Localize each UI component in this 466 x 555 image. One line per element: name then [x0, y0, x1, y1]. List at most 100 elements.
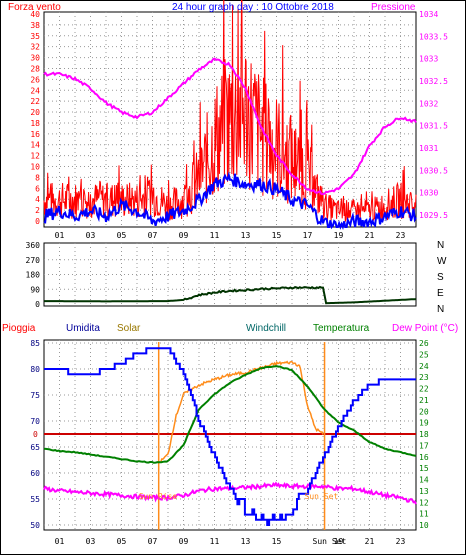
- dewpoint-label: Dew Point (°C): [392, 323, 458, 334]
- middle-left-tick-label: 0: [35, 300, 40, 309]
- top-left-tick-label: 8: [35, 173, 40, 182]
- bottom-x-tick-label: 21: [365, 537, 375, 546]
- top-left-tick-label: 38: [30, 21, 40, 30]
- bottom-x-tick-label: 13: [241, 537, 251, 546]
- top-x-tick-label: 15: [272, 231, 282, 240]
- bottom-x-tick-label: 09: [179, 537, 189, 546]
- top-right-tick-label: 1032.5: [419, 77, 448, 86]
- top-left-tick-label: 40: [30, 10, 40, 19]
- bottom-x-tick-label: 19: [334, 537, 344, 546]
- bottom-right-tick-label: 17: [419, 441, 429, 450]
- humidity-line: [44, 347, 416, 526]
- bottom-x-tick-label: 01: [55, 537, 65, 546]
- top-x-tick-label: 11: [210, 231, 220, 240]
- bottom-panel: Pioggia Umidita Solar Windchill Temperat…: [2, 323, 458, 546]
- top-right-tick-label: 1033.5: [419, 32, 448, 41]
- bottom-right-tick-label: 11: [419, 510, 429, 519]
- bottom-right-tick-label: 20: [419, 407, 429, 416]
- bottom-left-tick-label: 50: [30, 521, 40, 530]
- top-x-tick-label: 09: [179, 231, 189, 240]
- temperature-line: [43, 365, 417, 464]
- top-left-tick-label: 12: [30, 152, 40, 161]
- top-right-tick-label: 1029.5: [419, 211, 448, 220]
- bottom-right-tick-label: 12: [419, 498, 429, 507]
- bottom-right-tick-label: 23: [419, 373, 429, 382]
- top-left-tick-label: 35: [30, 32, 40, 41]
- temperature-label: Temperatura: [313, 323, 370, 334]
- top-x-tick-label: 13: [241, 231, 251, 240]
- bottom-right-tick-label: 25: [419, 350, 429, 359]
- top-left-tick-label: 28: [30, 64, 40, 73]
- bottom-left-ticks: 85 80 75 70 65 60 55 50: [30, 339, 40, 530]
- bottom-right-tick-label: 14: [419, 476, 429, 485]
- middle-left-tick-label: 180: [26, 271, 41, 280]
- top-left-tick-label: 20: [30, 108, 40, 117]
- top-left-tick-label: 18: [30, 119, 40, 128]
- bottom-left-tick-label: 55: [30, 495, 40, 504]
- rain-label: Pioggia: [2, 323, 36, 334]
- top-right-tick-label: 1030.5: [419, 166, 448, 175]
- top-left-tick-label: 30: [30, 54, 40, 63]
- bottom-right-ticks: 26 25 24 23 22 21 20 19 18 17 16 15 14 13 12 11 10: [419, 339, 429, 530]
- bottom-right-tick-label: 16: [419, 453, 429, 462]
- bottom-right-tick-label: 24: [419, 362, 429, 371]
- middle-left-tick-label: 360: [26, 241, 41, 250]
- bottom-left-tick-label: 65: [30, 443, 40, 452]
- top-left-tick-label: 10: [30, 163, 40, 172]
- wind-direction-line: [44, 285, 417, 305]
- rain-zero-tick: 0: [33, 430, 38, 439]
- bottom-x-tick-label: 03: [86, 537, 96, 546]
- bottom-left-tick-label: 85: [30, 339, 40, 348]
- top-left-tick-label: 22: [30, 97, 40, 106]
- pressure-label: Pressione: [371, 2, 416, 13]
- compass-letter: W: [437, 256, 447, 267]
- wind-gust-line: [43, 0, 417, 222]
- bottom-right-tick-label: 22: [419, 385, 429, 394]
- bottom-right-tick-label: 18: [419, 430, 429, 439]
- middle-left-tick-label: 270: [26, 256, 41, 265]
- middle-series: [44, 285, 417, 305]
- bottom-x-tick-label: 05: [117, 537, 127, 546]
- top-series: [43, 0, 417, 231]
- bottom-right-tick-label: 15: [419, 464, 429, 473]
- compass-letter: N: [437, 304, 444, 315]
- top-x-tick-label: 21: [365, 231, 375, 240]
- bottom-left-tick-label: 75: [30, 391, 40, 400]
- top-left-tick-label: 32: [30, 43, 40, 52]
- middle-left-tick-label: 90: [30, 285, 40, 294]
- top-right-tick-label: 1034: [419, 10, 438, 19]
- top-left-tick-label: 2: [35, 206, 40, 215]
- sunset-x-tick: Sun Set: [313, 537, 347, 546]
- top-right-tick-label: 1031.5: [419, 122, 448, 131]
- wind-average-line: [43, 171, 417, 231]
- bottom-right-tick-label: 19: [419, 419, 429, 428]
- sunrise-label: Sun Rise: [139, 492, 178, 501]
- compass-letter: N: [437, 240, 444, 251]
- top-right-tick-label: 1033: [419, 55, 438, 64]
- top-left-tick-label: 26: [30, 75, 40, 84]
- compass-letter: E: [437, 288, 444, 299]
- bottom-series: [43, 342, 417, 530]
- bottom-right-tick-label: 13: [419, 487, 429, 496]
- top-left-tick-label: 0: [35, 217, 40, 226]
- bottom-x-tick-label: 07: [148, 537, 158, 546]
- top-right-tick-label: 1032: [419, 99, 438, 108]
- solar-line: [158, 360, 324, 464]
- top-right-tick-label: 1031: [419, 144, 438, 153]
- top-x-tick-label: 07: [148, 231, 158, 240]
- bottom-right-tick-label: 21: [419, 396, 429, 405]
- windchill-label: Windchill: [246, 323, 286, 334]
- bottom-left-tick-label: 70: [30, 417, 40, 426]
- bottom-right-tick-label: 26: [419, 339, 429, 348]
- bottom-x-tick-label: 23: [396, 537, 406, 546]
- bottom-x-ticks: 01 03 05 07 09 11 13 15 19 21 23: [55, 537, 406, 546]
- top-left-tick-label: 16: [30, 130, 40, 139]
- bottom-left-tick-label: 80: [30, 365, 40, 374]
- humidity-label: Umidita: [66, 323, 100, 334]
- pressure-line: [43, 57, 417, 196]
- top-left-tick-label: 24: [30, 86, 40, 95]
